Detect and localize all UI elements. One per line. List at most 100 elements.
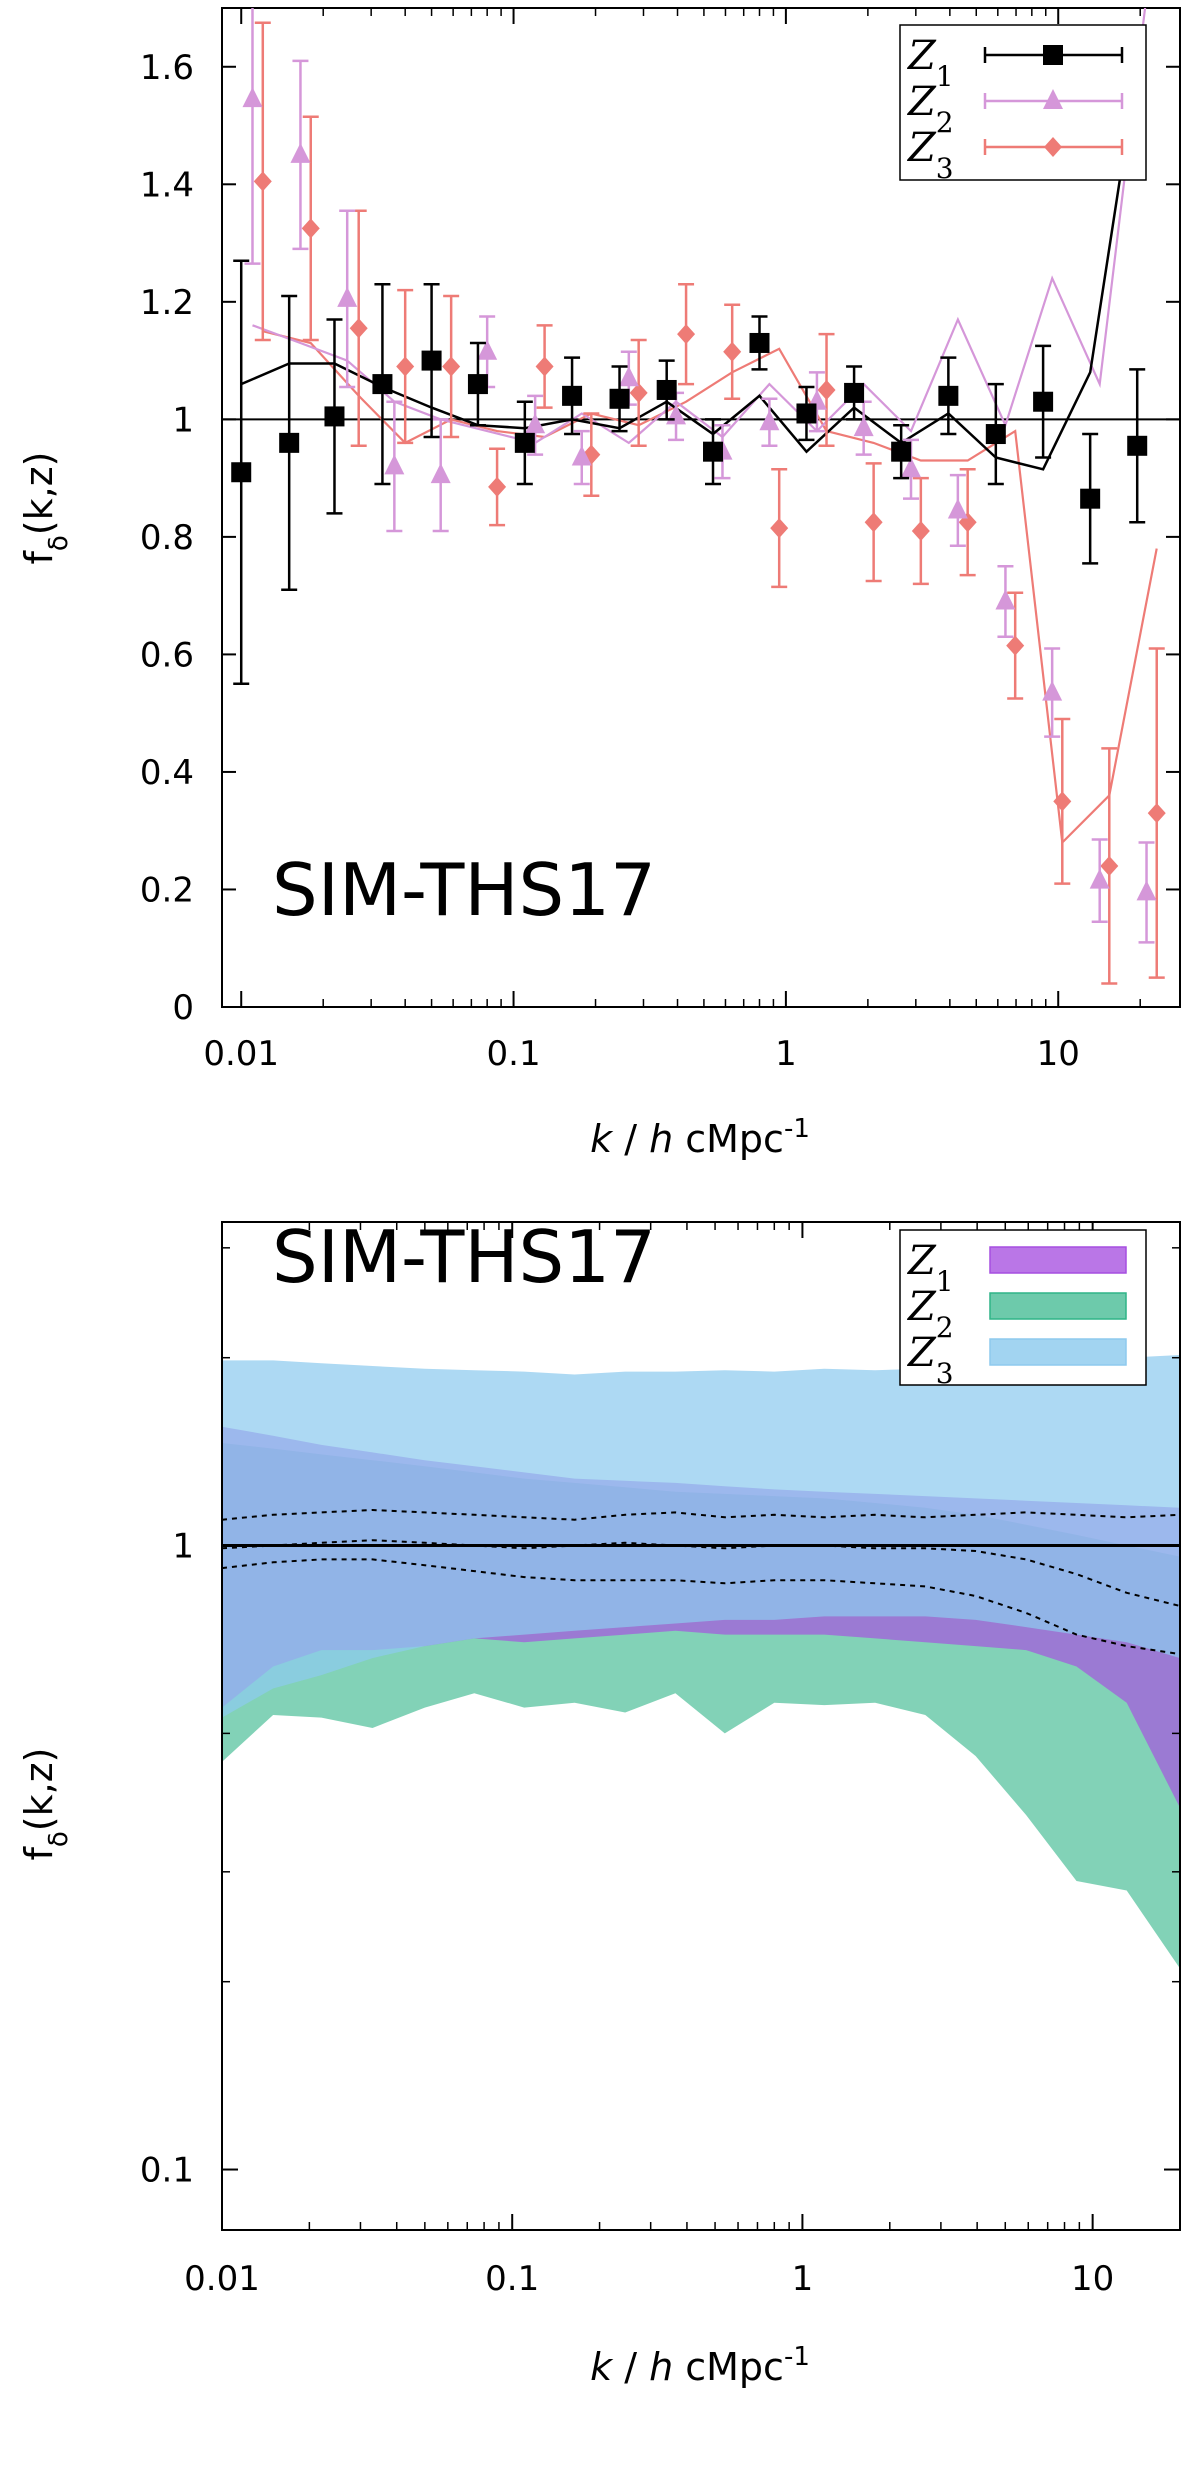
data-point-z1 [372, 374, 393, 395]
plot-area [222, 8, 1180, 985]
data-point-z3 [253, 171, 272, 192]
data-point-z1 [609, 388, 630, 409]
x-axis-label: k / h cMpc-1 [590, 2342, 810, 2389]
chart-title: SIM-THS17 [272, 1215, 656, 1299]
data-point-z1 [324, 406, 345, 427]
x-axis-label: k / h cMpc-1 [590, 1114, 810, 1161]
data-point-z3 [442, 356, 461, 377]
data-point-z3 [629, 382, 648, 403]
y-tick-label: 0.6 [140, 635, 194, 675]
data-point-z3 [301, 218, 320, 239]
data-point-z2 [900, 457, 921, 478]
y-tick-label: 1 [172, 400, 194, 440]
x-tick-label: 0.1 [485, 2259, 539, 2299]
data-point-z1 [749, 332, 770, 353]
data-point-z3 [864, 512, 883, 533]
data-point-z2 [430, 463, 451, 484]
data-point-z3 [770, 518, 789, 539]
y-tick-label: 0.4 [140, 753, 194, 793]
data-point-z3 [1006, 635, 1025, 656]
data-point-z1 [1080, 488, 1101, 509]
legend-label-z2: Z2 [906, 1284, 954, 1344]
legend-label-z3: Z3 [906, 1330, 954, 1390]
data-point-z3 [723, 341, 742, 362]
data-point-z1 [231, 462, 252, 483]
data-point-z2 [995, 589, 1016, 610]
data-point-z3 [1100, 855, 1119, 876]
legend-label-z3: Z3 [906, 125, 954, 185]
data-point-z1 [562, 385, 583, 406]
data-point-z2 [242, 87, 263, 108]
plot-frame [221, 7, 1181, 1008]
data-point-z2 [571, 445, 592, 466]
data-point-z1 [796, 403, 817, 424]
data-point-z3 [396, 356, 415, 377]
data-point-z1 [985, 424, 1006, 445]
y-tick-label: 0.2 [140, 870, 194, 910]
legend-marker [1043, 45, 1063, 65]
x-tick-label: 0.01 [184, 2259, 260, 2299]
legend-marker [1044, 137, 1062, 157]
data-point-z3 [677, 324, 696, 345]
data-point-z1 [891, 441, 912, 462]
data-point-z2 [477, 339, 498, 360]
data-point-z3 [535, 356, 554, 377]
chart-title: SIM-THS17 [272, 848, 656, 932]
model-line-z3 [262, 330, 1158, 845]
plot-frame [221, 1221, 1181, 2231]
y-tick-label: 1.2 [140, 283, 194, 323]
model-line-z2 [252, 8, 1147, 445]
data-point-z1 [1127, 435, 1148, 456]
data-point-z1 [938, 385, 959, 406]
data-point-z1 [703, 441, 724, 462]
data-point-z2 [759, 410, 780, 431]
plot-area [222, 1355, 1180, 1969]
data-point-z3 [1147, 803, 1166, 824]
x-tick-label: 10 [1037, 1034, 1080, 1074]
x-tick-label: 0.1 [487, 1034, 541, 1074]
x-tick-label: 1 [792, 2259, 814, 2299]
legend-label-z2: Z2 [906, 79, 954, 139]
data-point-z2 [1089, 868, 1110, 889]
legend-swatch [989, 1292, 1127, 1320]
data-point-z3 [911, 521, 930, 542]
y-axis-label: fδ(k,z) [17, 1748, 74, 1861]
data-point-z1 [656, 379, 677, 400]
x-tick-label: 0.01 [203, 1034, 279, 1074]
band-z3 [222, 1355, 1180, 1718]
legend-swatch [989, 1246, 1127, 1274]
y-tick-label: 0.1 [140, 2151, 194, 2191]
data-point-z1 [421, 350, 442, 371]
y-tick-label: 1.6 [140, 48, 194, 88]
data-point-z3 [1053, 791, 1072, 812]
data-point-z2 [525, 413, 546, 434]
data-point-z1 [1033, 391, 1054, 412]
y-axis-label: fδ(k,z) [17, 452, 74, 565]
data-point-z2 [947, 498, 968, 519]
legend-box [899, 24, 1147, 181]
data-point-z3 [349, 318, 368, 339]
data-point-z2 [618, 366, 639, 387]
data-point-z2 [1136, 880, 1157, 901]
legend-label-z1: Z1 [906, 1238, 954, 1298]
data-point-z1 [279, 432, 300, 453]
y-tick-label: 0 [172, 988, 194, 1028]
data-point-z2 [384, 454, 405, 475]
legend-label-z1: Z1 [906, 33, 954, 93]
data-point-z1 [467, 374, 488, 395]
x-tick-label: 1 [775, 1034, 797, 1074]
data-point-z2 [290, 142, 311, 163]
chart-top-points: 0 0.2 0.4 0.6 0.8 1 1.2 1.4 1.6 0.01 0.1 1 10 SIM-THS… [17, 7, 1181, 1161]
legend-marker [1043, 89, 1063, 109]
y-tick-label: 1.4 [140, 165, 194, 205]
data-point-z2 [337, 286, 358, 307]
legend-swatch [989, 1338, 1127, 1366]
data-point-z3 [817, 379, 836, 400]
data-point-z3 [488, 476, 507, 497]
x-tick-label: 10 [1071, 2259, 1114, 2299]
data-point-z1 [514, 432, 535, 453]
y-tick-label: 1 [172, 1527, 194, 1567]
